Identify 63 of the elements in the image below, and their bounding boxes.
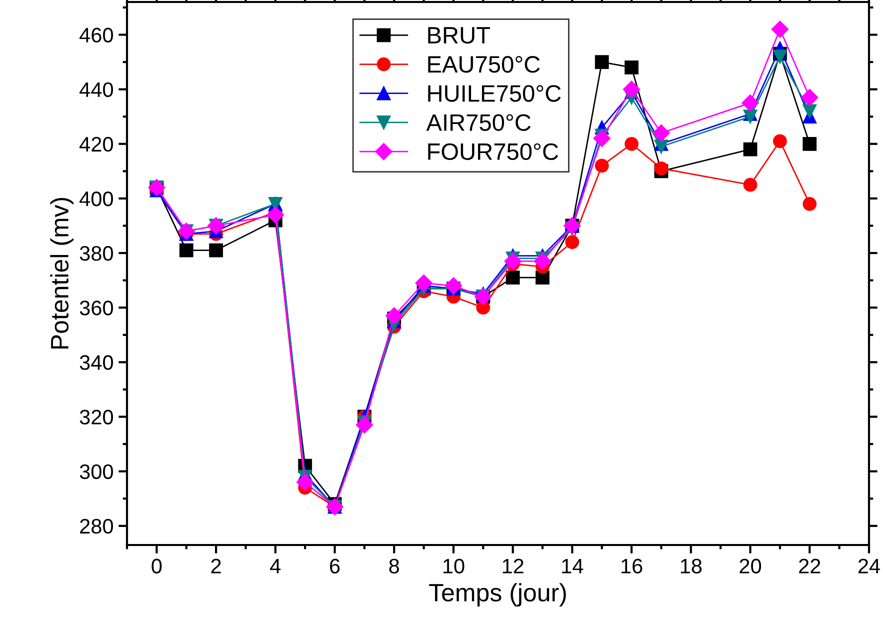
point (743, 110, 758, 124)
y-tick-label: 280 (80, 518, 113, 534)
x-tick-label: 20 (740, 558, 762, 574)
x-tick-label: 0 (152, 558, 162, 574)
point (356, 416, 373, 434)
y-tick-label: 340 (80, 355, 113, 370)
y-tick-label: 360 (80, 300, 113, 316)
legend-label: BRUT (428, 27, 490, 44)
point (179, 243, 194, 258)
x-tick-label: 12 (502, 558, 524, 574)
legend-label: AIR750°C (426, 114, 531, 131)
x-tick-label: 14 (562, 558, 584, 574)
legend-label: HUILE750°C (428, 85, 561, 102)
point (654, 140, 668, 154)
point (444, 277, 462, 294)
y-tick-label: 300 (80, 464, 113, 480)
legend-label: EAU750°C (428, 56, 540, 73)
x-tick-label: 24 (858, 558, 880, 574)
point (534, 252, 552, 270)
point (506, 270, 520, 285)
legend-label: FOUR750°C (428, 143, 558, 160)
y-tick-label: 320 (80, 410, 113, 425)
point (742, 94, 759, 112)
x-tick-label: 10 (443, 558, 464, 574)
x-tick-label: 16 (622, 558, 642, 574)
y-axis-title: Potentiel (mv) (50, 198, 74, 349)
point (624, 60, 639, 74)
x-tick-label: 18 (680, 558, 702, 574)
y-tick-label: 400 (80, 191, 113, 206)
y-tick-label: 420 (80, 136, 113, 152)
point (743, 142, 758, 156)
point (624, 136, 639, 151)
y-tick-label: 440 (80, 82, 113, 98)
point (296, 474, 314, 491)
point (536, 270, 550, 285)
point (654, 162, 668, 176)
point (623, 80, 640, 98)
x-axis-title: Temps (jour) (429, 583, 566, 606)
point (652, 124, 670, 142)
y-tick-label: 460 (80, 28, 113, 42)
point (771, 20, 789, 38)
y-tick-label: 380 (80, 246, 113, 261)
point (565, 235, 580, 250)
point (802, 104, 817, 118)
point (773, 50, 787, 64)
point (386, 307, 403, 324)
x-tick-label: 2 (211, 558, 221, 574)
x-tick-label: 4 (270, 558, 281, 574)
x-tick-label: 6 (330, 558, 340, 574)
point (802, 136, 817, 151)
point (593, 130, 610, 147)
point (415, 274, 432, 292)
point (266, 206, 284, 224)
point (504, 252, 522, 270)
point (743, 178, 758, 192)
x-tick-label: 8 (389, 558, 400, 574)
point (594, 55, 609, 69)
point (209, 243, 223, 258)
point (594, 158, 609, 173)
point (801, 88, 818, 106)
x-tick-label: 22 (799, 558, 820, 574)
point (773, 134, 787, 148)
point (802, 196, 817, 211)
